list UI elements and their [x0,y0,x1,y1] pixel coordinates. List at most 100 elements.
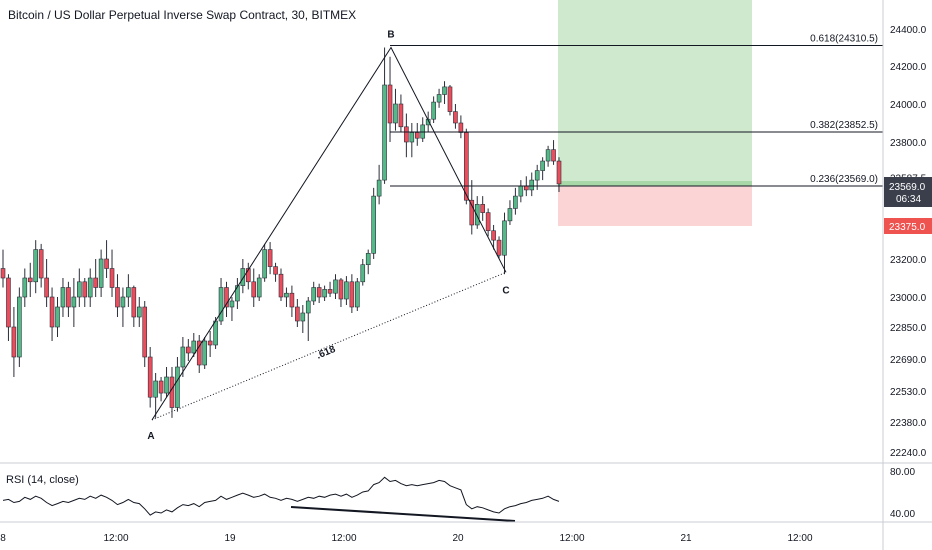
candle-down [267,249,273,267]
yaxis-tick-label: 22850.0 [890,323,927,334]
candle-up [77,281,82,298]
candle-up [393,103,398,124]
candle-up [355,281,360,308]
candle-up [305,300,311,314]
fib-level-label: 0.618(24310.5) [810,34,878,45]
candle-up [256,277,262,298]
candle-up [344,281,349,300]
candle-up [300,312,306,322]
candle-up [474,204,480,226]
candle-up [22,277,28,298]
candle-up [442,86,447,95]
xaxis-tick-label: 12:00 [559,533,584,544]
candle-down [278,273,284,298]
xaxis-tick-label: 21 [680,533,692,544]
candle-up [382,84,387,181]
yaxis-tick-label: 22380.0 [890,418,927,429]
candle-down [464,132,469,201]
candle-up [153,380,158,398]
candle-down [491,230,496,241]
ac-dotted-line [151,271,507,421]
candle-down [66,287,71,308]
xaxis-tick-label: 20 [452,533,464,544]
candle-down [93,277,98,288]
fib-level-label: 0.382(23852.5) [810,120,878,131]
candle-up [98,258,104,288]
candle-up [229,300,235,308]
candle-down [289,292,295,308]
rsi-pane [2,476,560,522]
candle-down [147,356,153,398]
yaxis-tick-label: 22240.0 [890,448,927,459]
candle-up [371,195,376,254]
candle-down [485,212,491,232]
candle-up [409,132,415,143]
xaxis-tick-label: 19 [224,533,236,544]
candle-up [213,320,218,346]
candle-up [262,249,267,279]
candle-down [556,160,562,185]
candle-down [414,132,420,139]
candle-up [284,292,289,298]
candle-down [480,204,485,213]
candle-down [273,266,278,275]
candle-down [316,287,322,298]
candle-up [333,279,338,294]
yaxis-tick-label: 23800.0 [890,138,927,149]
candle-down [115,287,120,308]
candle-down [109,268,115,288]
candle-down [295,306,300,322]
candle-up [360,264,366,283]
candle-down [158,380,164,394]
candle-up [180,346,186,368]
candle-down [131,287,137,318]
rsi-line [2,476,560,516]
candle-down [6,277,11,328]
candle-up [60,287,66,308]
yaxis-tick-label: 24400.0 [890,25,927,36]
loss-zone [558,186,752,226]
xaxis-tick-label: 12:00 [103,533,128,544]
candle-down [349,281,355,308]
rsi-tick-label: 40.00 [890,509,915,520]
candle-up [71,296,77,308]
candle-down [453,111,458,124]
yaxis-tick-label: 22690.0 [890,355,927,366]
candle-down [169,376,175,408]
candle-up [17,296,22,358]
candle-up [365,253,371,265]
candle-down [551,149,556,162]
candle-down [496,239,502,256]
candle-down [38,249,44,279]
xaxis-tick-label: 12:00 [331,533,356,544]
stop-price-badge [884,218,932,234]
candle-down [469,199,475,226]
candle-down [404,126,409,143]
candle-down [11,326,17,358]
candle-up [235,285,240,302]
point-label-b: B [387,30,394,41]
candle-down [207,340,213,346]
candle-down [224,287,229,308]
candle-up [529,179,535,191]
rsi-tick-label: 80.00 [890,467,915,478]
candle-up [202,340,207,366]
yaxis-tick-label: 23000.0 [890,293,927,304]
candle-down [27,277,33,283]
candle-down [196,340,202,366]
yaxis-tick-label: 24000.0 [890,100,927,111]
candle-up [322,289,327,298]
candle-down [245,268,251,283]
candle-up [218,287,224,322]
candle-up [534,170,540,181]
candle-down [251,281,257,298]
candle-down [387,84,393,124]
current-price-badge [884,177,932,207]
candle-up [540,160,545,171]
candle-down [338,279,344,300]
candle-up [513,195,518,209]
candle-up [518,185,524,197]
candle-up [55,306,60,328]
